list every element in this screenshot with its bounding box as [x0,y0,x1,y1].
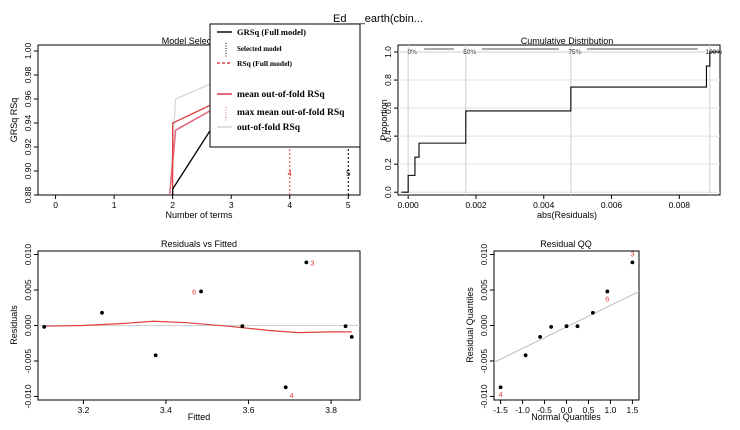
x-tick-label: 0.000 [398,200,420,210]
model-selection-plot: Model Selection (a Number of terms GRSq … [9,23,361,220]
point-label: 6 [192,287,196,296]
x-tick-label: 0.0 [561,405,573,415]
x-tick-label: 0.004 [533,200,555,210]
point-label: 3 [310,258,314,267]
x-tick-label: 2 [170,200,175,210]
x-tick-label: 0.006 [601,200,623,210]
x-tick-label: 3.8 [325,405,337,415]
data-point [100,310,104,315]
y-axis-label: Residuals [9,305,19,345]
x-tick-label: 0.002 [465,200,487,210]
selected-model-label: 5 [346,169,351,178]
x-axis-label: Fitted [188,412,211,422]
y-tick-label: 1.00 [23,42,33,59]
y-axis-label: GRSq RSq [9,98,19,143]
y-tick-label: 0.010 [23,244,33,266]
selected-model-label: 4 [288,169,293,178]
page-title: Ed___earth(cbin... [333,13,423,25]
data-point [498,385,503,390]
point-label: 4 [290,391,294,400]
x-tick-label: 1.0 [605,405,617,415]
chart-title: Residuals vs Fitted [161,239,237,249]
y-tick-label: 0.96 [23,90,33,107]
legend-label: mean out-of-fold RSq [237,90,325,100]
x-tick-label: -1.5 [493,405,508,415]
ecdf-step-line [401,51,720,193]
y-tick-label: 0.98 [23,66,33,83]
data-point [283,385,288,390]
x-tick-label: 3.4 [160,405,172,415]
y-axis-label: Proportion [379,99,389,141]
legend-label: RSq (Full model) [237,59,293,68]
data-point [153,353,158,358]
chart-title: Model Selection (a [162,36,237,46]
x-tick-label: 5 [346,200,351,210]
x-axis-label: abs(Residuals) [537,210,597,220]
x-tick-label: 0 [53,200,58,210]
cumulative-distribution-plot: Cumulative Distribution abs(Residuals) P… [379,36,722,220]
y-tick-label: 0.4 [383,130,393,142]
smooth-line [44,320,352,334]
y-tick-label: 0.92 [23,138,33,155]
y-tick-label: 0.010 [479,244,489,266]
legend-label: Selected model [237,45,282,53]
data-point [564,324,569,329]
legend-label: max mean out-of-fold RSq [237,108,345,118]
data-point [343,324,348,329]
data-point [590,310,595,315]
y-tick-label: 0.000 [479,315,489,337]
x-tick-label: 3 [229,200,234,210]
data-point [199,289,203,294]
point-label: 6 [605,294,609,303]
x-tick-label: 0.5 [583,405,595,415]
y-tick-label: 1.0 [383,46,393,58]
point-label: 3 [630,249,634,258]
y-tick-label: 0.8 [383,74,393,86]
x-tick-label: 1 [112,200,117,210]
y-tick-label: 0.88 [23,186,33,203]
x-axis-label: Number of terms [165,210,233,220]
data-point [240,324,245,329]
y-tick-label: 0.0 [383,186,393,198]
y-tick-label: -0.005 [23,349,33,373]
y-tick-label: 0.6 [383,102,393,114]
residuals-vs-fitted-plot: Residuals vs Fitted Fitted Residuals 3.2… [9,239,361,422]
data-point [523,353,528,358]
data-point [349,334,354,339]
x-tick-label: 3.6 [243,405,255,415]
legend-label: GRSq (Full model) [237,27,306,37]
x-tick-label: 0.008 [669,200,691,210]
legend-box [209,23,361,148]
y-tick-label: 0.005 [479,279,489,301]
data-point [630,260,635,265]
data-point [549,325,554,329]
plot-frame [397,44,721,196]
y-axis-label: Residual Quantiles [465,287,475,363]
y-tick-label: 0.005 [23,279,33,301]
chart-title: Residual QQ [540,239,592,249]
x-tick-label: 1.5 [626,405,638,415]
data-point [538,334,543,339]
y-tick-label: 0.000 [23,315,33,337]
y-tick-label: -0.010 [479,384,489,408]
y-tick-label: -0.010 [23,384,33,408]
x-tick-label: 4 [287,200,292,210]
data-point [605,289,610,294]
y-tick-label: 0.90 [23,162,33,179]
x-tick-label: -1.0 [515,405,530,415]
legend-label: out-of-fold RSq [237,123,301,133]
y-tick-label: 0.94 [23,114,33,131]
data-point [304,260,309,265]
x-tick-label: 3.2 [77,405,89,415]
chart-title: Cumulative Distribution [521,36,614,46]
data-point [575,324,580,329]
y-tick-label: -0.005 [479,349,489,373]
x-axis-label: Normal Quantiles [531,412,601,422]
residual-qq-plot: Residual QQ Normal Quantiles Residual Qu… [465,239,640,422]
point-label: 4 [499,390,503,399]
x-tick-label: -0.5 [537,405,552,415]
y-tick-label: 0.2 [383,158,393,170]
data-point [42,325,47,329]
